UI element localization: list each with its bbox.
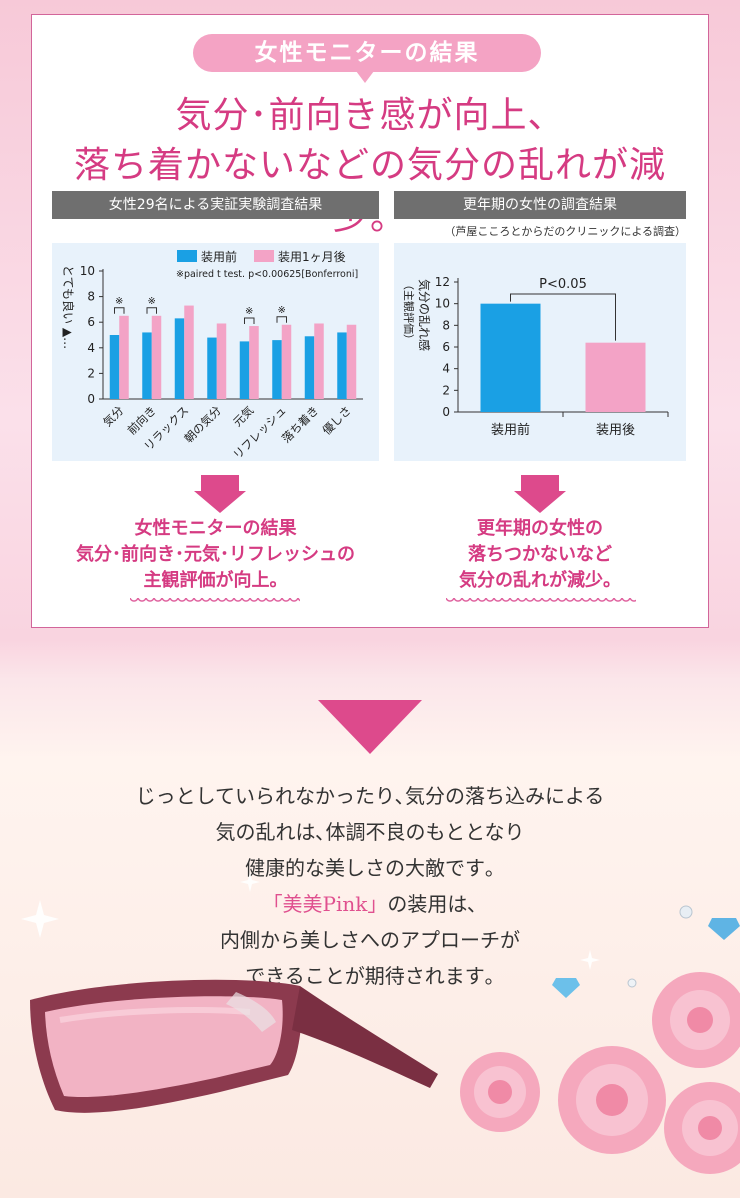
y-tick-label: 4 (87, 341, 95, 355)
y-tick-label: 4 (442, 362, 450, 376)
left-result-line-1: 女性モニターの結果 (134, 518, 297, 539)
bar-after-0 (119, 315, 129, 399)
significance-bracket (510, 293, 616, 341)
y-axis-label: 気分の乱れ感 (417, 279, 432, 351)
legend-label-after: 装用1ヶ月後 (278, 250, 346, 264)
y-tick-label: 10 (80, 264, 95, 278)
y-tick-label: 10 (435, 297, 450, 311)
decorative-illustration (21, 872, 740, 1174)
right-chart-panel: 気分の乱れ感 （主観評価） 0 2 4 6 8 10 12 装用前 装用後 P<0.05 (394, 243, 686, 461)
y-tick-label: 2 (87, 366, 95, 380)
legend-swatch-after (254, 250, 274, 262)
headline-line-2: 落ち着かないなどの気分の乱れが減少。 (73, 145, 666, 238)
bar-before-7 (337, 332, 347, 399)
right-result-line-2: 落ちつかないなど (468, 544, 612, 565)
significance-bracket (114, 307, 125, 314)
bar-after-4 (249, 326, 259, 399)
down-arrow-right-icon (514, 491, 566, 513)
bar-after-7 (346, 324, 357, 399)
significance-mark: ※ (115, 296, 123, 307)
right-result-line-1: 更年期の女性の (477, 518, 603, 539)
bar-chart-menopause: 気分の乱れ感（主観評価） 0 2 4 6 8 10 12 装用前 装用後 P<0.05 (402, 275, 669, 438)
bar-after-5 (281, 324, 292, 399)
p-value-annotation: P<0.05 (539, 277, 587, 292)
y-axis-label: とても良い ▲… (61, 265, 76, 349)
bar-after-2 (184, 305, 194, 399)
brand-name: 「美美Pink」 (262, 892, 388, 916)
down-arrow-right-stem (521, 475, 559, 491)
left-wavy-underline (130, 598, 300, 604)
y-axis-sublabel: （主観評価） (402, 279, 416, 345)
y-tick-label: 8 (442, 318, 450, 332)
x-tick-label: 朝の気分 (181, 403, 224, 446)
badge-pointer (356, 71, 374, 83)
x-tick-label: 元気 (230, 403, 257, 430)
y-tick-label: 0 (87, 392, 95, 406)
badge-title: 女性モニターの結果 (193, 34, 541, 72)
bar-before-3 (207, 337, 217, 399)
bar-chart-monitor: 装用前 装用1ヶ月後 ※paired t test. p<0.00625[Bonfe… (61, 249, 363, 462)
big-down-arrow-icon (318, 700, 422, 754)
significance-bracket (146, 307, 157, 314)
down-arrow-left-icon (194, 491, 246, 513)
bar-before-5 (272, 340, 282, 399)
x-tick-label: 気分 (100, 403, 127, 430)
left-result-text: 女性モニターの結果 気分･前向き･元気･リフレッシュの 主観評価が向上。 (52, 516, 379, 594)
stat-note: ※paired t test. p<0.00625[Bonferroni] (176, 269, 358, 280)
left-chart-panel: 装用前 装用1ヶ月後 ※paired t test. p<0.00625[Bonfe… (52, 243, 379, 462)
x-tick-label: 装用後 (596, 423, 635, 438)
significance-bracket (244, 317, 255, 325)
significance-mark: ※ (278, 305, 286, 316)
left-result-line-2: 気分･前向き･元気･リフレッシュの (76, 544, 355, 565)
legend-label-before: 装用前 (201, 249, 237, 264)
y-tick-label: 2 (442, 383, 450, 397)
y-tick-label: 6 (442, 340, 450, 354)
significance-mark: ※ (245, 306, 253, 317)
bar-before-4 (239, 341, 250, 399)
message-line-3: 健康的な美しさの大敵です｡ (245, 856, 495, 880)
message-line-1: じっとしていられなかったり､気分の落ち込みによる (135, 784, 605, 808)
bar-after-3 (216, 323, 227, 399)
bar-after-1 (151, 315, 162, 399)
message-line-4: 「美美Pink」の装用は､ (60, 886, 680, 922)
left-result-line-3: 主観評価が向上。 (143, 570, 288, 591)
bar-before-6 (304, 336, 315, 399)
message-line-2: 気の乱れは､体調不良のもととなり (215, 820, 525, 844)
down-arrow-left-stem (201, 475, 239, 491)
bar-before-1 (142, 332, 152, 399)
legend-swatch-before (177, 250, 197, 262)
message-line-4-rest: の装用は､ (387, 892, 478, 916)
x-tick-label: 優しさ (320, 403, 354, 437)
bar-after-6 (314, 323, 324, 399)
bar-before-0 (109, 335, 120, 399)
left-panel-title: 女性29名による実証実験調査結果 (52, 191, 379, 219)
bar-1 (585, 342, 646, 412)
right-result-line-3: 気分の乱れが減少。 (459, 570, 621, 591)
right-wavy-underline (446, 598, 636, 604)
x-tick-label: 装用前 (491, 422, 530, 438)
message-line-5: 内側から美しさへのアプローチが (220, 928, 520, 952)
y-tick-label: 12 (435, 275, 450, 289)
right-panel-subtitle: （芦屋こころとからだのクリニックによる調査） (444, 225, 686, 238)
bar-0 (480, 303, 541, 412)
bar-before-2 (174, 318, 185, 399)
rose-illustration (460, 972, 740, 1174)
glasses-illustration (30, 979, 438, 1113)
y-tick-label: 8 (87, 290, 95, 304)
diamond-icon (552, 905, 740, 998)
y-tick-label: 6 (87, 315, 95, 329)
right-panel-title: 更年期の女性の調査結果 (394, 191, 686, 219)
y-tick-label: 0 (442, 405, 450, 419)
headline-line-1: 気分･前向き感が向上、 (175, 95, 565, 136)
significance-bracket (276, 316, 287, 323)
significance-mark: ※ (148, 296, 156, 307)
right-result-text: 更年期の女性の 落ちつかないなど 気分の乱れが減少。 (394, 516, 686, 594)
sparkle-icon (21, 872, 600, 970)
